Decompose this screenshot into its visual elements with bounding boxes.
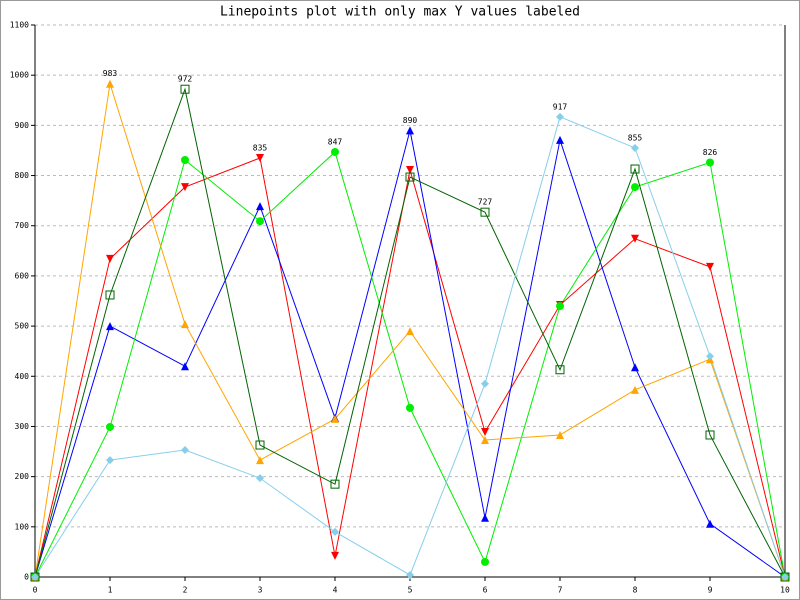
x-tick-label: 2 — [183, 586, 188, 595]
point — [181, 362, 189, 371]
data-label: 890 — [403, 116, 418, 125]
point — [331, 414, 339, 423]
y-tick-label: 0 — [24, 573, 29, 582]
point — [181, 183, 189, 192]
point — [31, 573, 39, 581]
point — [256, 217, 264, 226]
x-tick-label: 3 — [258, 586, 263, 595]
line — [34, 87, 786, 578]
x-tick-label: 5 — [408, 586, 413, 595]
point — [556, 430, 564, 439]
y-tick-label: 200 — [15, 472, 30, 481]
point — [481, 557, 489, 566]
point — [406, 166, 414, 175]
data-label: 847 — [328, 137, 343, 146]
point — [256, 202, 264, 211]
point — [181, 320, 189, 329]
point — [106, 422, 114, 431]
point — [481, 436, 489, 445]
point — [406, 126, 414, 135]
point — [631, 234, 639, 243]
x-tick-label: 8 — [633, 586, 638, 595]
data-label: 972 — [178, 75, 193, 84]
data-label: 835 — [253, 143, 268, 152]
y-tick-label: 900 — [15, 121, 30, 130]
y-tick-label: 100 — [15, 522, 30, 531]
point — [331, 527, 339, 536]
point — [331, 551, 339, 560]
point — [631, 183, 639, 192]
x-tick-label: 7 — [558, 586, 563, 595]
point — [331, 147, 339, 156]
y-tick-label: 700 — [15, 221, 30, 230]
x-tick-label: 1 — [108, 586, 113, 595]
point — [631, 363, 639, 372]
point — [631, 143, 639, 152]
point — [706, 352, 714, 361]
point — [706, 158, 714, 167]
point — [480, 207, 490, 217]
y-tick-label: 500 — [15, 322, 30, 331]
point — [256, 153, 264, 162]
x-tick-label: 0 — [33, 586, 38, 595]
y-tick-label: 300 — [15, 422, 30, 431]
point — [330, 479, 340, 489]
x-tick-label: 9 — [708, 586, 713, 595]
point — [556, 302, 564, 311]
point — [106, 322, 114, 331]
point — [706, 519, 714, 528]
point — [256, 474, 264, 483]
y-tick-label: 400 — [15, 372, 30, 381]
y-tick-label: 600 — [15, 271, 30, 280]
point — [631, 385, 639, 394]
point — [555, 365, 565, 375]
y-tick-label: 800 — [15, 171, 30, 180]
point — [706, 262, 714, 271]
data-label: 983 — [103, 69, 118, 78]
point — [481, 513, 489, 522]
point — [481, 379, 489, 388]
x-tick-label: 10 — [780, 586, 790, 595]
x-tick-label: 6 — [483, 586, 488, 595]
point — [406, 570, 414, 579]
point — [630, 164, 640, 174]
x-tick-label: 4 — [333, 586, 338, 595]
point — [481, 427, 489, 436]
point — [106, 79, 114, 88]
point — [181, 446, 189, 455]
data-label: 826 — [703, 148, 718, 157]
point — [105, 290, 115, 300]
point — [106, 254, 114, 263]
y-tick-label: 1000 — [10, 71, 29, 80]
point — [256, 456, 264, 465]
chart-title: Linepoints plot with only max Y values l… — [220, 5, 580, 20]
point — [106, 456, 114, 465]
point — [405, 172, 415, 182]
data-label: 855 — [628, 133, 643, 142]
y-tick-label: 1100 — [10, 21, 29, 30]
point — [781, 573, 789, 581]
point — [406, 403, 414, 412]
point — [705, 430, 715, 440]
data-label: 727 — [478, 198, 493, 207]
point — [180, 84, 190, 94]
point — [406, 327, 414, 336]
point — [556, 112, 564, 121]
point — [556, 135, 564, 144]
point — [255, 440, 265, 450]
data-label: 917 — [553, 102, 568, 111]
point — [181, 155, 189, 164]
